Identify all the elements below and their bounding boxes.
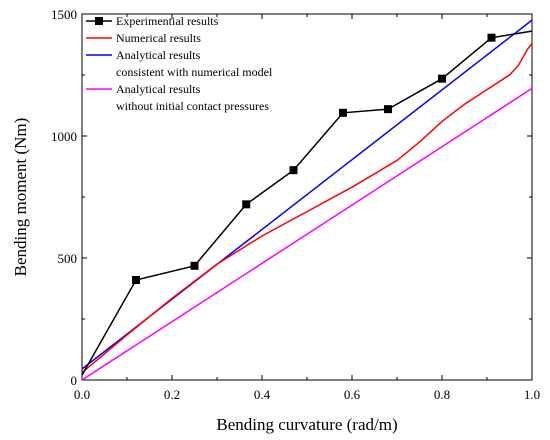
x-tick-label: 0.4 xyxy=(254,387,271,402)
y-tick-label: 500 xyxy=(58,251,78,266)
x-tick-label: 1.0 xyxy=(524,387,540,402)
legend-label: consistent with numerical model xyxy=(116,65,273,79)
data-point-marker xyxy=(190,261,199,270)
legend-marker xyxy=(95,17,103,25)
series-layer xyxy=(81,19,533,381)
legend: Experimential results Numerical results An… xyxy=(86,14,273,113)
x-tick-label: 0.0 xyxy=(74,387,90,402)
y-tick-label: 1000 xyxy=(51,129,77,144)
data-point-marker xyxy=(384,105,392,114)
data-point-marker xyxy=(289,166,298,175)
plot-area xyxy=(81,13,533,381)
data-point-marker xyxy=(132,275,140,284)
data-point-marker xyxy=(339,108,347,117)
series-line-0 xyxy=(81,30,533,376)
data-point-marker xyxy=(438,74,446,83)
y-tick-label: 1500 xyxy=(51,7,77,22)
y-tick-label: 0 xyxy=(71,373,78,388)
legend-label: Numerical results xyxy=(116,31,201,45)
data-point-marker xyxy=(487,33,496,42)
x-tick-label: 0.8 xyxy=(434,387,450,402)
series-line-1 xyxy=(81,42,533,374)
y-axis-label: Bending moment (Nm) xyxy=(11,118,30,277)
legend-label: Analytical results xyxy=(116,82,201,96)
x-tick-label: 0.2 xyxy=(164,387,180,402)
legend-label: without initial contact pressures xyxy=(116,99,269,113)
legend-label: Analytical results xyxy=(116,48,201,62)
data-point-marker xyxy=(242,200,251,209)
series-line-3 xyxy=(81,87,533,381)
axes-ticks: 0.0 0.2 0.4 0.6 0.8 1.0 0 500 1000 1500 xyxy=(51,7,540,402)
x-tick-label: 0.6 xyxy=(344,387,361,402)
x-axis-label: Bending curvature (rad/m) xyxy=(216,415,397,434)
legend-label: Experimential results xyxy=(116,14,219,28)
